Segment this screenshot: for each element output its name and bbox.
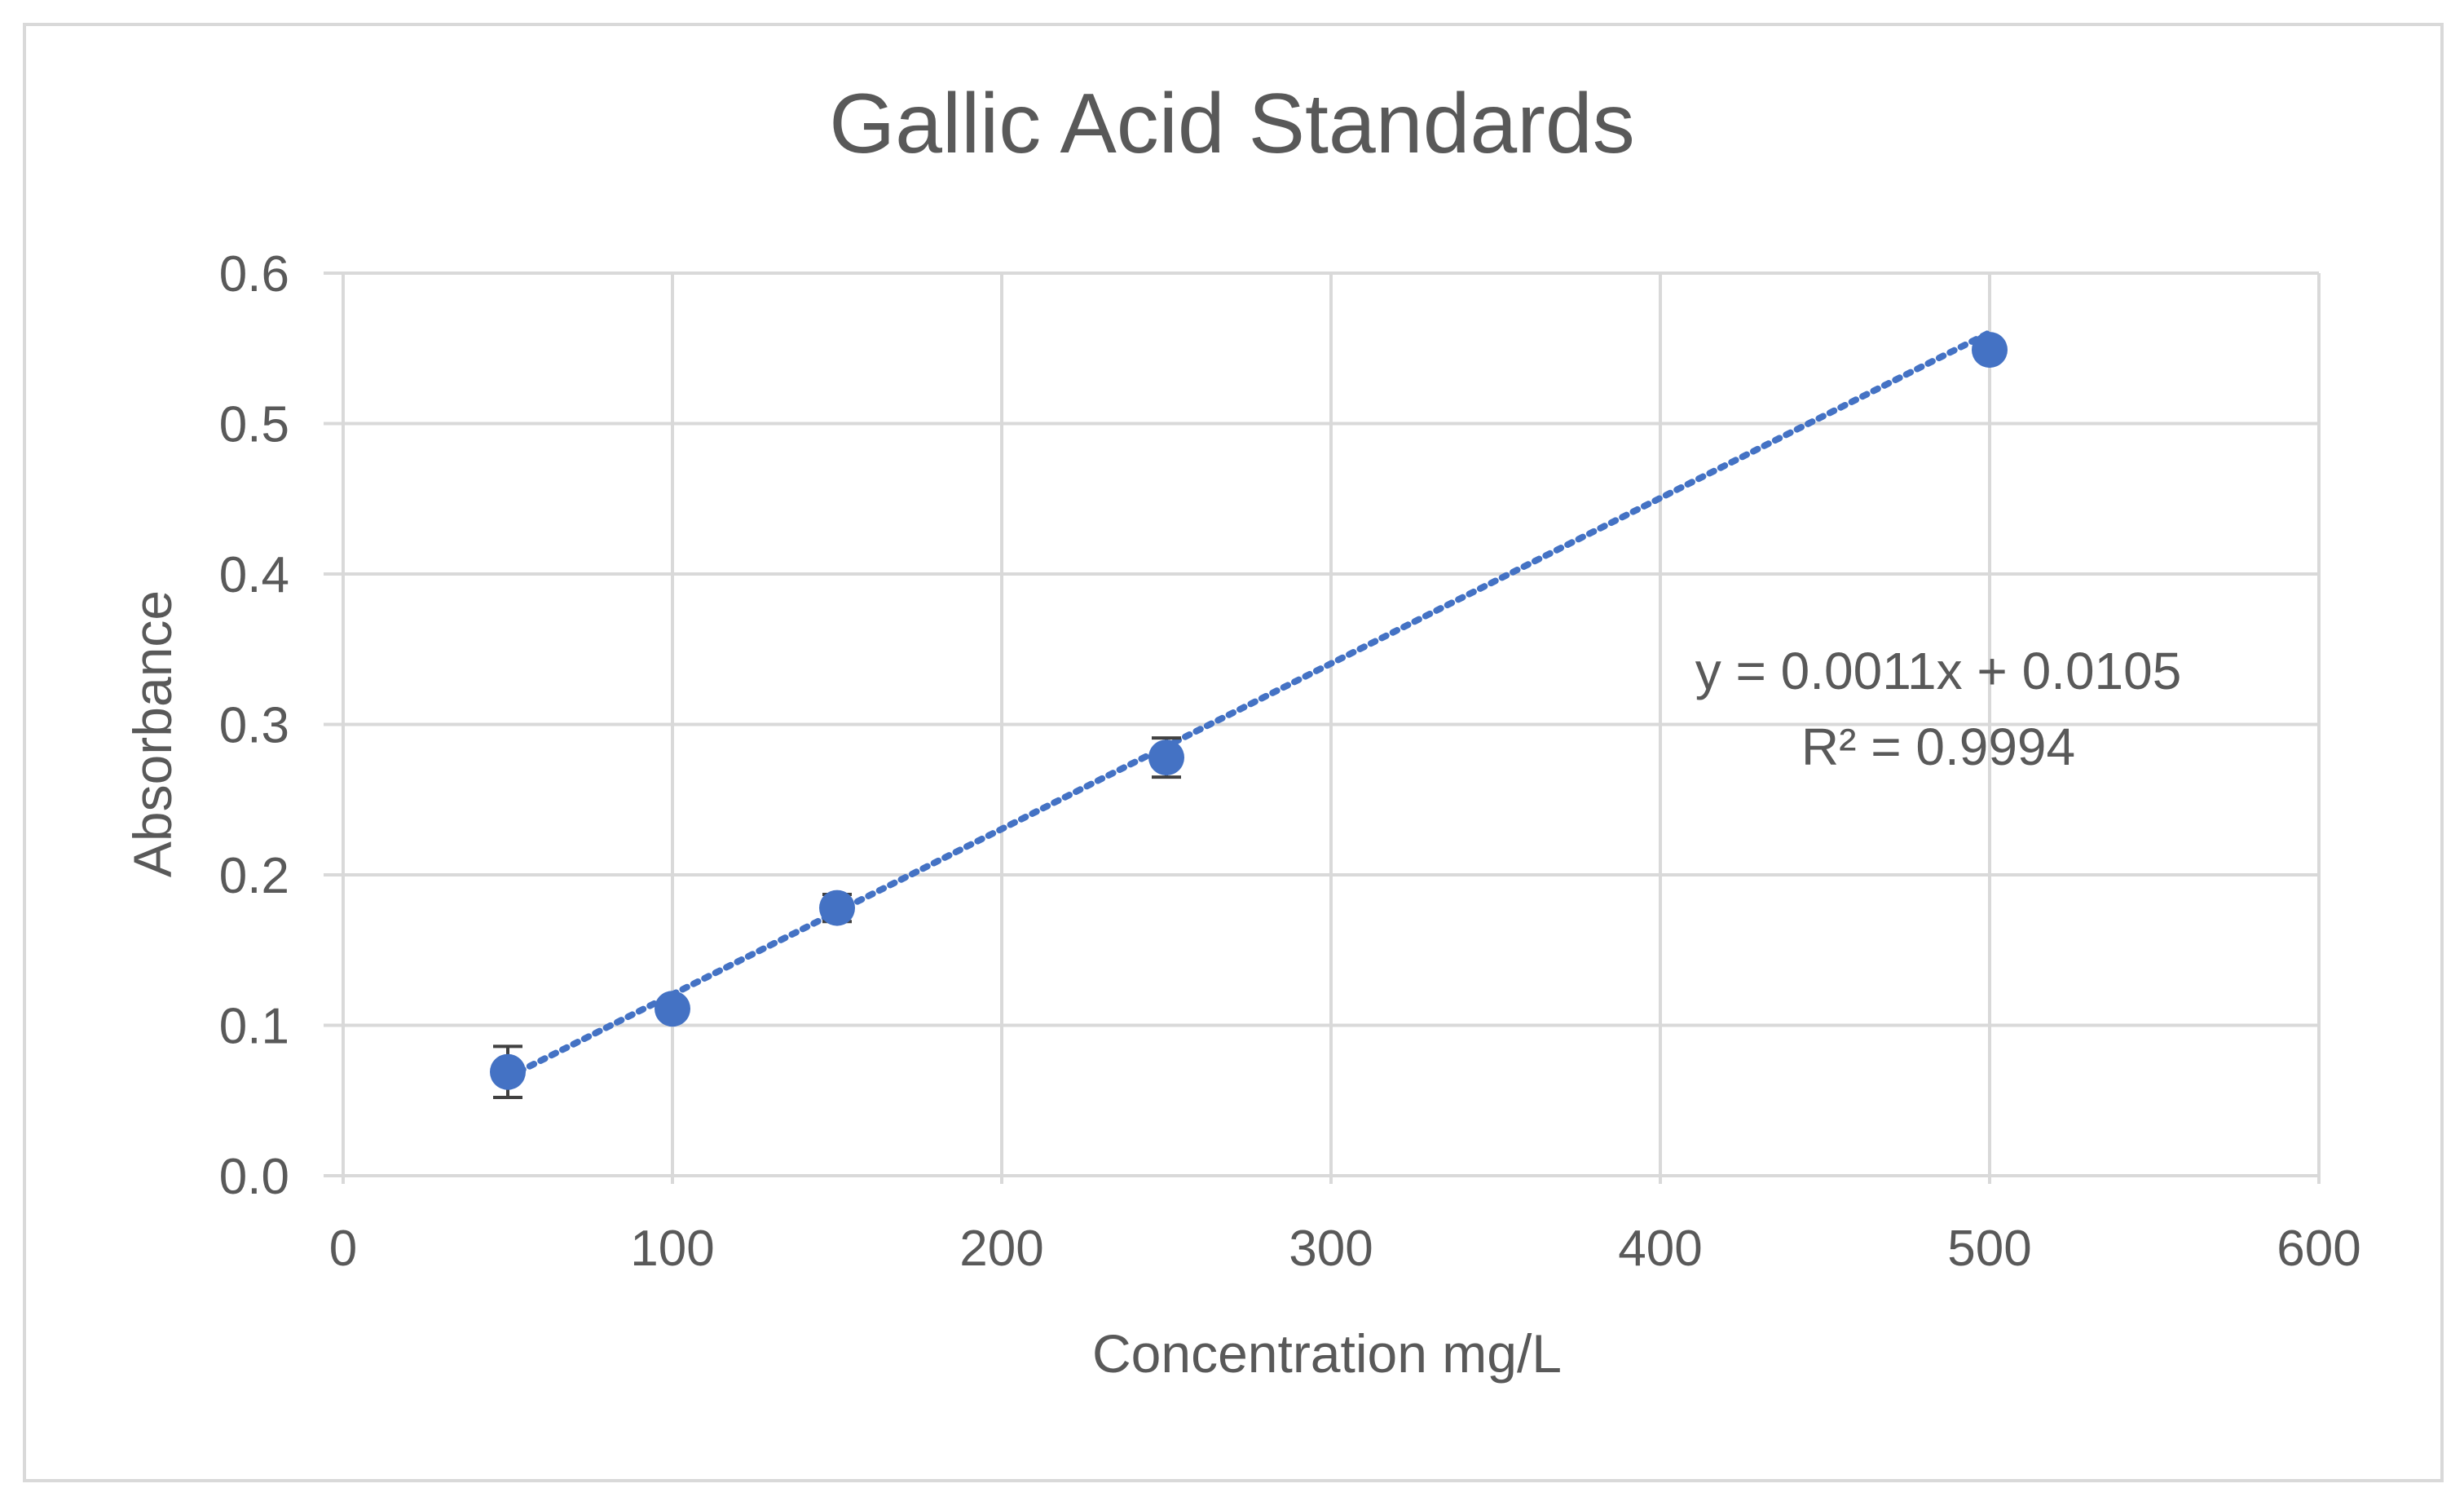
trendline-equation: y = 0.0011x + 0.0105: [1695, 642, 2182, 700]
tick-labels: 0.0 0.1 0.2 0.3 0.4 0.5 0.6 0 100 200 300 400 500 600: [219, 246, 2361, 1277]
y-tick-label: 0.2: [219, 848, 289, 904]
x-tick-label: 400: [1618, 1221, 1702, 1277]
x-tick-label: 200: [959, 1221, 1043, 1277]
y-tick-label: 0.4: [219, 547, 289, 603]
y-axis-title: Absorbance: [122, 590, 183, 877]
x-tick-label: 100: [630, 1221, 714, 1277]
data-points: [490, 332, 2008, 1100]
x-tick-label: 300: [1289, 1221, 1373, 1277]
y-tick-label: 0.0: [219, 1149, 289, 1205]
y-tick-label: 0.5: [219, 397, 289, 453]
data-point: [1148, 740, 1184, 776]
trendline-r-squared: R² = 0.9994: [1801, 717, 2075, 776]
chart-frame: [23, 23, 2444, 1482]
x-tick-label: 500: [1947, 1221, 2031, 1277]
data-point: [1972, 332, 2008, 369]
data-point: [490, 1053, 526, 1090]
y-tick-label: 0.1: [219, 999, 289, 1055]
data-point: [655, 991, 690, 1027]
chart-title: Gallic Acid Standards: [829, 77, 1635, 171]
x-tick-label: 600: [2277, 1221, 2360, 1277]
trendline: [505, 329, 1993, 1081]
x-tick-label: 0: [329, 1221, 357, 1277]
gridlines: [324, 272, 2321, 1184]
data-point: [819, 890, 855, 926]
y-tick-label: 0.6: [219, 246, 289, 302]
trendline-path: [505, 329, 1993, 1081]
x-axis-title: Concentration mg/L: [1092, 1323, 1562, 1384]
y-tick-label: 0.3: [219, 698, 289, 754]
